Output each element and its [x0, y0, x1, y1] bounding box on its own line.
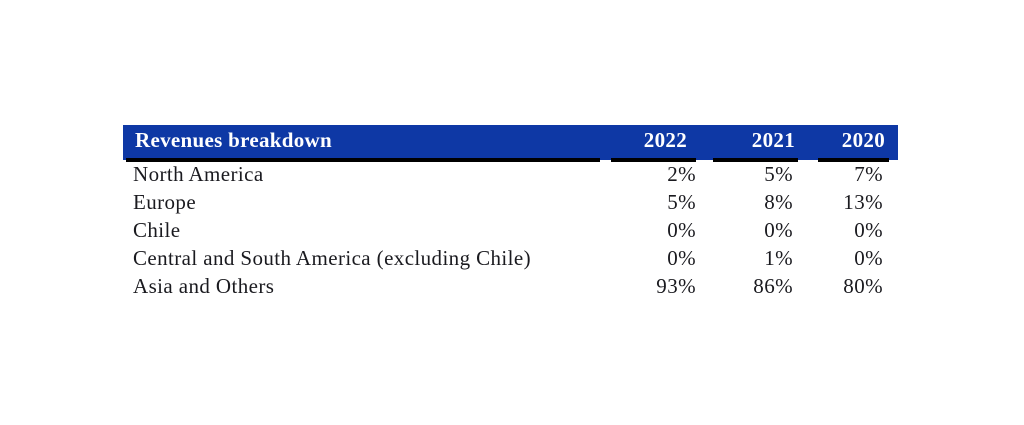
header-year-2020: 2020	[806, 125, 898, 162]
cell-value: 7%	[854, 161, 883, 186]
cell-value: 2%	[667, 161, 696, 186]
cell-value: 5%	[667, 189, 696, 214]
row-label: Central and South America (excluding Chi…	[133, 245, 532, 270]
cell-value: 0%	[667, 217, 696, 242]
header-year-2021: 2021	[701, 125, 806, 162]
cell-value: 93%	[656, 273, 696, 298]
cell-value: 8%	[764, 189, 793, 214]
row-label: Europe	[133, 189, 197, 214]
cell-value: 0%	[854, 245, 883, 270]
table-header-row: Revenues breakdown 2022 2021 2020	[123, 125, 898, 162]
cell-value: 5%	[764, 161, 793, 186]
table-row-central-south-america: Central and South America (excluding Chi…	[123, 244, 898, 272]
row-label: North America	[133, 161, 264, 186]
revenues-breakdown-table: Revenues breakdown 2022 2021 2020 North …	[123, 125, 898, 300]
cell-value: 0%	[764, 217, 793, 242]
table-row-asia-and-others: Asia and Others 93% 86% 80%	[123, 272, 898, 300]
header-year-2022: 2022	[610, 125, 701, 162]
table-title: Revenues breakdown	[123, 125, 610, 162]
table-row-europe: Europe 5% 8% 13%	[123, 188, 898, 216]
row-label: Chile	[133, 217, 181, 242]
cell-value: 13%	[843, 189, 883, 214]
cell-value: 1%	[764, 245, 793, 270]
table-row-north-america: North America 2% 5% 7%	[123, 160, 898, 188]
cell-value: 0%	[667, 245, 696, 270]
cell-value: 80%	[843, 273, 883, 298]
cell-value: 86%	[753, 273, 793, 298]
cell-value: 0%	[854, 217, 883, 242]
table-row-chile: Chile 0% 0% 0%	[123, 216, 898, 244]
row-label: Asia and Others	[133, 273, 275, 298]
